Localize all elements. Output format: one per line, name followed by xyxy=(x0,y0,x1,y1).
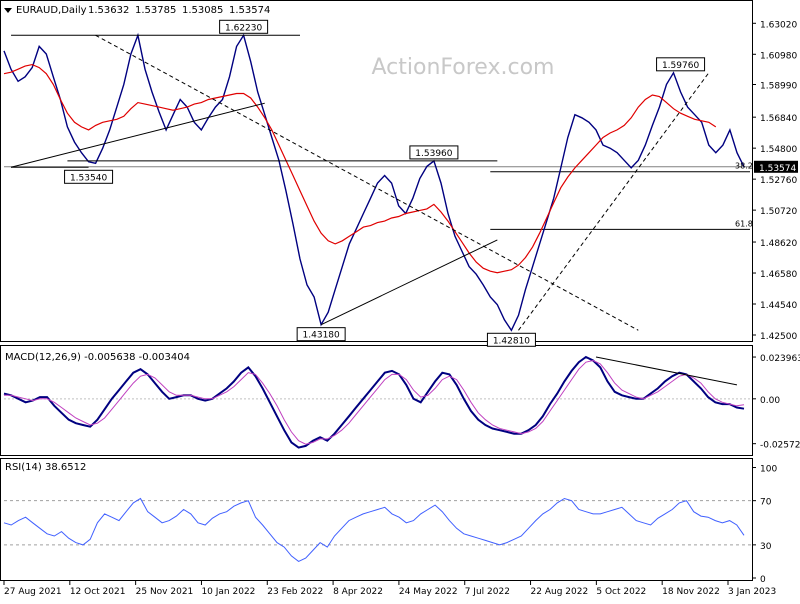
price-annotation-box xyxy=(409,145,459,160)
rsi-ytick-label: 0 xyxy=(760,575,766,585)
macd-ytick-label: 0.00 xyxy=(760,396,780,406)
trendline xyxy=(10,102,265,168)
macd-trendline xyxy=(595,356,738,386)
price-annotation-box xyxy=(656,57,706,72)
macd-line xyxy=(3,355,745,449)
price-panel xyxy=(0,0,753,342)
price-ytick-label: 1.58990 xyxy=(760,82,797,92)
trendline xyxy=(320,239,498,326)
price-ytick-label: 1.52760 xyxy=(760,176,797,186)
rsi-line xyxy=(3,497,745,562)
axis-layer: 1.63020 1.60980 1.58990 1.56840 1.54800 1.527… xyxy=(3,20,800,597)
rsi-label: RSI(14) 38.6512 xyxy=(5,462,86,473)
price-ytick-label: 1.42500 xyxy=(760,332,797,342)
xtick-label: 12 Oct 2021 xyxy=(70,587,126,597)
current-price-badge xyxy=(754,160,798,173)
macd-ytick-label: 0.023963 xyxy=(760,354,800,364)
ohlc-close: 1.53574 xyxy=(229,5,270,16)
price-annotation-label: 1.42810 xyxy=(493,336,530,346)
dropdown-arrow-icon[interactable] xyxy=(4,8,12,13)
rsi-ytick-label: 70 xyxy=(760,498,772,508)
ohlc-high: 1.53785 xyxy=(135,5,176,16)
annotation-layer: 38.2 61.8 1.62230 1.53540 1.53960 1.43180 1.42… xyxy=(10,19,753,386)
current-price-label: 1.53574 xyxy=(759,164,796,174)
price-ytick-label: 1.60980 xyxy=(760,51,797,61)
price-annotation-box xyxy=(296,327,346,342)
xtick-label: 3 Jan 2023 xyxy=(728,587,776,597)
fib-level-label: 38.2 xyxy=(735,162,753,171)
watermark: ActionForex.com xyxy=(372,55,555,80)
price-ytick-label: 1.63020 xyxy=(760,20,797,30)
price-ytick-label: 1.44540 xyxy=(760,301,797,311)
ohlc-open: 1.53632 xyxy=(88,5,129,16)
xtick-label: 18 Nov 2022 xyxy=(662,587,720,597)
trendline xyxy=(95,34,639,331)
rsi-ytick-label: 100 xyxy=(760,465,777,475)
price-ytick-label: 1.48620 xyxy=(760,239,797,249)
xtick-label: 7 Jul 2022 xyxy=(465,587,510,597)
grid-layer xyxy=(4,166,752,546)
xtick-label: 8 Apr 2022 xyxy=(333,587,383,597)
signal-line xyxy=(4,359,745,445)
price-annotation-label: 1.62230 xyxy=(225,23,262,33)
xtick-label: 22 Aug 2022 xyxy=(531,587,589,597)
price-annotation-box xyxy=(486,332,536,347)
price-annotation-label: 1.53960 xyxy=(415,149,452,159)
macd-ytick-label: -0.025726 xyxy=(760,441,800,451)
xtick-label: 27 Aug 2021 xyxy=(4,587,62,597)
xtick-label: 23 Feb 2022 xyxy=(267,587,323,597)
rsi-panel xyxy=(0,458,753,581)
price-line xyxy=(3,32,745,332)
price-ytick-label: 1.54800 xyxy=(760,145,797,155)
xtick-label: 25 Nov 2021 xyxy=(136,587,194,597)
xtick-label: 5 Oct 2022 xyxy=(596,587,646,597)
price-annotation-label: 1.59760 xyxy=(662,61,699,71)
fib-level-label: 61.8 xyxy=(735,219,753,228)
ma-line xyxy=(3,63,717,274)
price-ytick-label: 1.50720 xyxy=(760,207,797,217)
macd-label: MACD(12,26,9) -0.005638 -0.003404 xyxy=(5,352,190,363)
macd-panel xyxy=(0,345,753,456)
series-layer xyxy=(3,32,745,562)
rsi-ytick-label: 30 xyxy=(760,542,772,552)
price-annotation-label: 1.53540 xyxy=(70,173,107,183)
ohlc-low: 1.53085 xyxy=(182,5,223,16)
price-annotation-label: 1.43180 xyxy=(303,331,340,341)
xtick-label: 24 May 2022 xyxy=(399,587,458,597)
trendline xyxy=(518,72,710,331)
price-annotation-box xyxy=(219,19,269,34)
chart-title: EURAUD,Daily xyxy=(16,5,87,16)
xtick-label: 10 Jan 2022 xyxy=(201,587,255,597)
price-ytick-label: 1.56840 xyxy=(760,114,797,124)
price-annotation-box xyxy=(64,169,114,184)
price-ytick-label: 1.46580 xyxy=(760,270,797,280)
